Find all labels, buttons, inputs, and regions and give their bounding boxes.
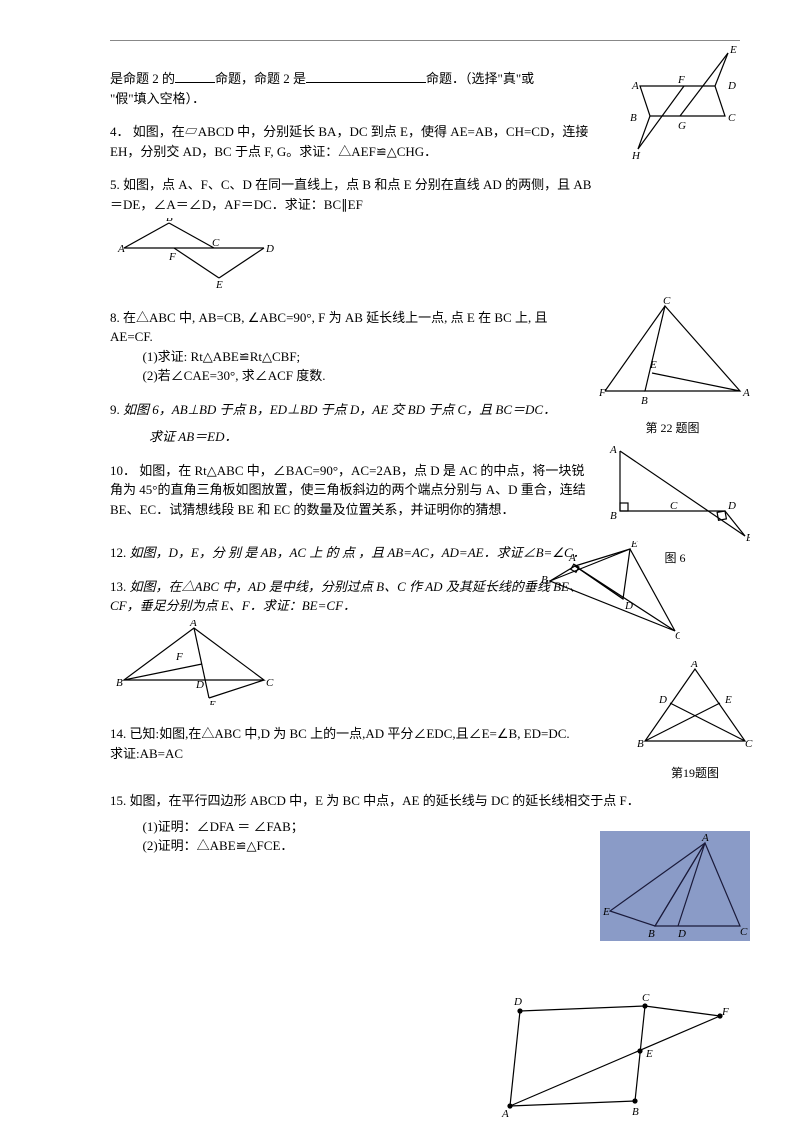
svg-text:A: A [631,80,639,92]
svg-text:F: F [175,651,183,663]
svg-text:F: F [677,74,685,86]
num: 9. [110,402,120,417]
svg-text:E: E [630,541,638,550]
num: 15. [110,793,126,808]
svg-text:D: D [265,243,274,255]
fig-q12: A B C D E 第19题图 [635,661,755,782]
proof: 求证 AB＝ED． [149,427,580,447]
svg-text:E: E [645,1048,653,1060]
text: 如图，D，E，分 别 是 AB，AC 上 的 点 ，且 AB=AC，AD=AE．… [130,545,586,560]
text: 如图，在 Rt△ABC 中，∠BAC=90°，AC=2AB，点 D 是 AC 的… [110,463,586,517]
q5: 5. 如图，点 A、F、C、D 在同一直线上，点 B 和点 E 分别在直线 AD… [110,175,740,294]
svg-text:E: E [729,44,737,56]
svg-text:F: F [168,251,176,263]
svg-text:B: B [541,574,548,586]
svg-text:C: C [663,296,671,307]
svg-text:B: B [116,677,123,689]
text: 是命题 2 的 [110,71,175,86]
num: 10． [110,463,136,478]
text: "假"填入空格）． [110,91,205,106]
num: 14. [110,726,126,741]
svg-text:D: D [658,694,667,706]
svg-text:A: A [701,832,709,844]
fig-q14-photo: A E B D C [600,831,750,941]
num: 5. [110,177,120,192]
fig-q10: B A E D C [535,541,680,647]
blank1 [175,69,215,83]
svg-text:A: A [501,1108,509,1120]
svg-text:C: C [740,926,748,938]
svg-text:A: A [742,387,750,399]
s2: (2)若∠CAE=30°, 求∠ACF 度数. [143,368,326,383]
svg-text:A: A [568,552,576,564]
svg-text:C: C [745,738,753,750]
num: 8. [110,310,120,325]
svg-text:B: B [610,510,617,522]
fig-q15: D C F A B E [500,991,730,1127]
svg-text:B: B [641,395,648,407]
fig-q8: C A B F E 第 22 题图 [595,296,750,437]
svg-text:B: B [632,1106,639,1118]
svg-text:D: D [624,600,633,612]
text: 如图，在▱ABCD 中，分别延长 BA，DC 到点 E，使得 AE=AB，CH=… [110,124,588,159]
num: 13. [110,579,126,594]
svg-text:D: D [727,500,736,512]
svg-text:H: H [631,150,641,162]
svg-text:D: D [513,996,522,1008]
text: 如图，在平行四边形 ABCD 中，E 为 BC 中点，AE 的延长线与 DC 的… [130,793,640,808]
svg-text:D: D [727,80,736,92]
svg-text:E: E [215,279,223,288]
svg-text:C: C [670,500,678,512]
num: 4． [110,124,130,139]
svg-text:C: C [728,112,736,124]
svg-text:D: D [677,928,686,940]
text: 在△ABC 中, AB=CB, ∠ABC=90°, F 为 AB 延长线上一点,… [110,310,547,345]
svg-text:B: B [648,928,655,940]
figcap: 第 22 题图 [595,419,750,437]
text: 已知:如图,在△ABC 中,D 为 BC 上的一点,AD 平分∠EDC,且∠E=… [130,726,570,741]
svg-text:A: A [189,620,197,629]
proof: 求证:AB=AC [110,746,183,761]
blank2 [306,69,426,83]
figcap: 第19题图 [635,764,755,782]
svg-text:E: E [649,359,657,371]
svg-text:C: C [266,677,274,689]
text: 命题，命题 2 是 [215,71,306,86]
text: 命题．（选择"真"或 [426,71,534,86]
text: 如图，点 A、F、C、D 在同一直线上，点 B 和点 E 分别在直线 AD 的两… [110,177,591,212]
text: 如图，在△ABC 中，AD 是中线，分别过点 B、C 作 AD 及其延长线的垂线… [110,579,582,614]
svg-text:G: G [678,120,686,132]
text: 如图 6，AB⊥BD 于点 B，ED⊥BD 于点 D，AE 交 BD 于点 C，… [123,402,556,417]
num: 12. [110,545,126,560]
svg-text:B: B [637,738,644,750]
svg-text:F: F [721,1006,729,1018]
svg-text:E: E [602,906,610,918]
svg-text:A: A [609,444,617,456]
svg-text:C: C [642,992,650,1004]
svg-text:C: C [212,237,220,249]
svg-text:C: C [675,630,680,641]
svg-text:D: D [195,679,204,691]
page: A D B C E H F G 是命题 2 的 命题，命题 2 是 命题．（选择"真"或 "… [110,40,740,856]
svg-text:B: B [166,218,173,224]
svg-text:E: E [724,694,732,706]
svg-text:F: F [598,387,606,399]
svg-text:A: A [117,243,125,255]
s1: (1)求证: Rt△ABE≌Rt△CBF; [143,349,301,364]
fig-q4: A D B C E H F G [620,41,750,177]
svg-text:B: B [630,112,637,124]
svg-text:E: E [745,532,750,541]
fig-q5: A D B E F C [114,218,600,294]
svg-text:A: A [690,661,698,670]
svg-text:E: E [208,699,216,705]
